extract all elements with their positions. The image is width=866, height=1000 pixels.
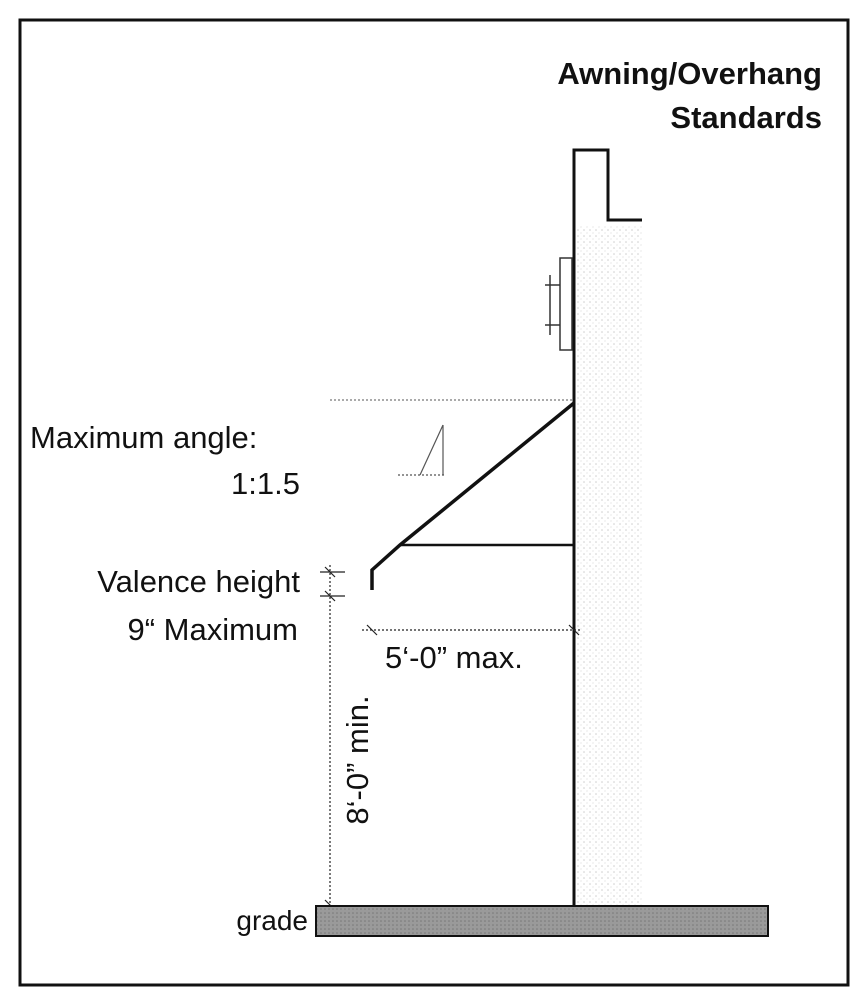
grade xyxy=(315,905,769,937)
label: 8‘-0” min. xyxy=(340,695,375,824)
frame xyxy=(18,18,850,987)
label: Valence height xyxy=(97,564,300,599)
label: 5‘-0” max. xyxy=(385,640,523,675)
label: Maximum angle: xyxy=(30,420,257,455)
label: 9“ Maximum xyxy=(127,612,298,647)
awning xyxy=(370,401,576,590)
sign-bracket xyxy=(545,257,573,351)
wall-fill xyxy=(575,225,643,905)
label: 1:1.5 xyxy=(231,466,300,501)
title: Standards xyxy=(670,100,822,135)
title: Awning/Overhang xyxy=(557,56,822,91)
slope-triangle xyxy=(398,424,445,476)
label: grade xyxy=(236,905,308,936)
